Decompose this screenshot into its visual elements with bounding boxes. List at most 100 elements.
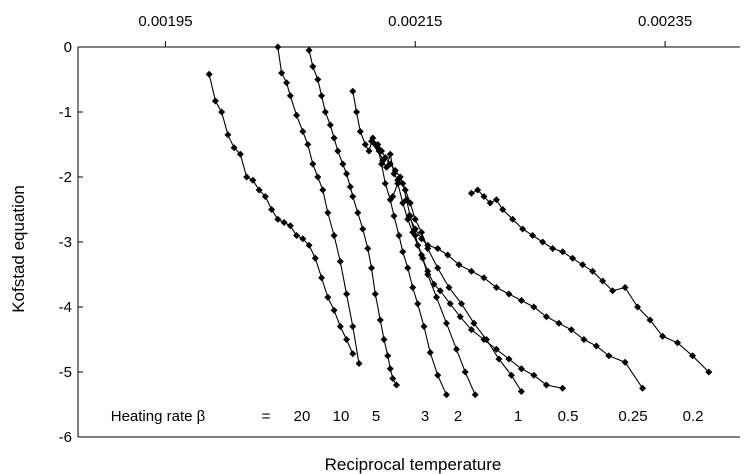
heating-rate-value: 0.5 xyxy=(558,408,579,425)
data-point xyxy=(579,261,587,269)
data-point xyxy=(517,297,525,304)
data-point xyxy=(542,313,550,321)
data-point xyxy=(424,267,432,275)
data-point xyxy=(349,350,357,358)
data-point xyxy=(414,241,422,249)
data-point xyxy=(299,235,307,243)
data-point xyxy=(326,121,334,129)
data-point xyxy=(424,241,432,249)
data-point xyxy=(569,254,577,262)
data-point xyxy=(280,219,288,226)
data-point xyxy=(334,147,342,155)
data-point xyxy=(395,232,403,239)
data-point xyxy=(480,336,488,343)
data-point xyxy=(311,254,319,262)
data-point xyxy=(343,170,351,178)
data-point xyxy=(461,368,469,376)
data-point xyxy=(505,355,513,363)
data-point xyxy=(305,241,313,249)
data-point xyxy=(434,371,442,379)
data-point xyxy=(353,108,361,116)
data-point xyxy=(230,144,238,152)
data-point xyxy=(599,277,607,285)
data-point xyxy=(299,128,307,135)
data-point xyxy=(389,375,397,382)
data-point xyxy=(278,69,286,77)
y-tick-label: -1 xyxy=(59,104,72,121)
heating-rate-label: Heating rate β xyxy=(111,408,206,425)
data-point xyxy=(406,199,414,207)
data-point xyxy=(495,355,503,363)
heating-rate-value: 10 xyxy=(333,408,350,425)
data-point xyxy=(492,345,500,353)
data-point xyxy=(539,238,547,246)
y-tick-label: -2 xyxy=(59,169,72,186)
data-point xyxy=(355,360,363,368)
data-point xyxy=(274,215,282,223)
data-point xyxy=(452,345,460,353)
data-point xyxy=(549,245,557,252)
data-point xyxy=(634,303,642,311)
data-point xyxy=(330,232,338,239)
data-point xyxy=(434,264,442,272)
data-point xyxy=(567,326,575,334)
heating-rate-value: 2 xyxy=(454,408,462,425)
x-tick-label: 0.00215 xyxy=(388,13,442,30)
data-point xyxy=(268,206,276,213)
data-point xyxy=(346,183,354,191)
data-point xyxy=(349,193,357,200)
data-point xyxy=(381,180,389,187)
data-point xyxy=(386,150,394,158)
series-line xyxy=(408,215,644,389)
data-point xyxy=(467,189,475,197)
heating-rate-value: 3 xyxy=(421,408,429,425)
series-line xyxy=(308,50,397,386)
y-tick-label: -4 xyxy=(59,299,72,316)
data-point xyxy=(389,193,397,200)
data-point xyxy=(470,319,478,327)
data-point xyxy=(659,332,667,340)
data-point xyxy=(399,248,407,256)
data-point xyxy=(211,97,219,105)
data-point xyxy=(580,336,588,343)
data-point xyxy=(409,284,417,291)
data-point xyxy=(224,131,232,139)
data-point xyxy=(293,232,301,239)
data-point xyxy=(589,267,597,275)
data-point xyxy=(480,193,488,200)
data-point xyxy=(286,92,294,100)
data-point xyxy=(646,316,654,324)
data-point xyxy=(492,284,500,291)
data-point xyxy=(236,150,244,158)
data-point xyxy=(309,160,317,168)
data-point xyxy=(499,206,507,213)
data-point xyxy=(444,251,452,259)
heating-rate-equals: = xyxy=(262,408,271,425)
data-point xyxy=(314,173,322,181)
data-point xyxy=(559,384,567,392)
data-point xyxy=(417,228,425,236)
data-point xyxy=(361,141,369,148)
data-point xyxy=(509,215,517,223)
data-point xyxy=(386,365,394,373)
data-point xyxy=(368,264,376,272)
data-point xyxy=(354,209,362,217)
data-point xyxy=(399,199,407,207)
data-point xyxy=(378,147,386,155)
data-point xyxy=(321,108,329,116)
data-point xyxy=(517,365,525,373)
data-point xyxy=(621,284,629,291)
data-point xyxy=(517,388,525,395)
data-point xyxy=(474,186,482,194)
data-point xyxy=(249,176,257,184)
data-point xyxy=(330,306,338,314)
data-point xyxy=(705,368,713,376)
data-point xyxy=(542,381,550,389)
data-point xyxy=(456,313,464,321)
heating-rate-value: 5 xyxy=(372,408,380,425)
data-point xyxy=(399,180,407,187)
data-point xyxy=(442,319,450,327)
data-point xyxy=(486,199,494,207)
series-markers xyxy=(205,43,713,399)
data-point xyxy=(430,280,438,288)
